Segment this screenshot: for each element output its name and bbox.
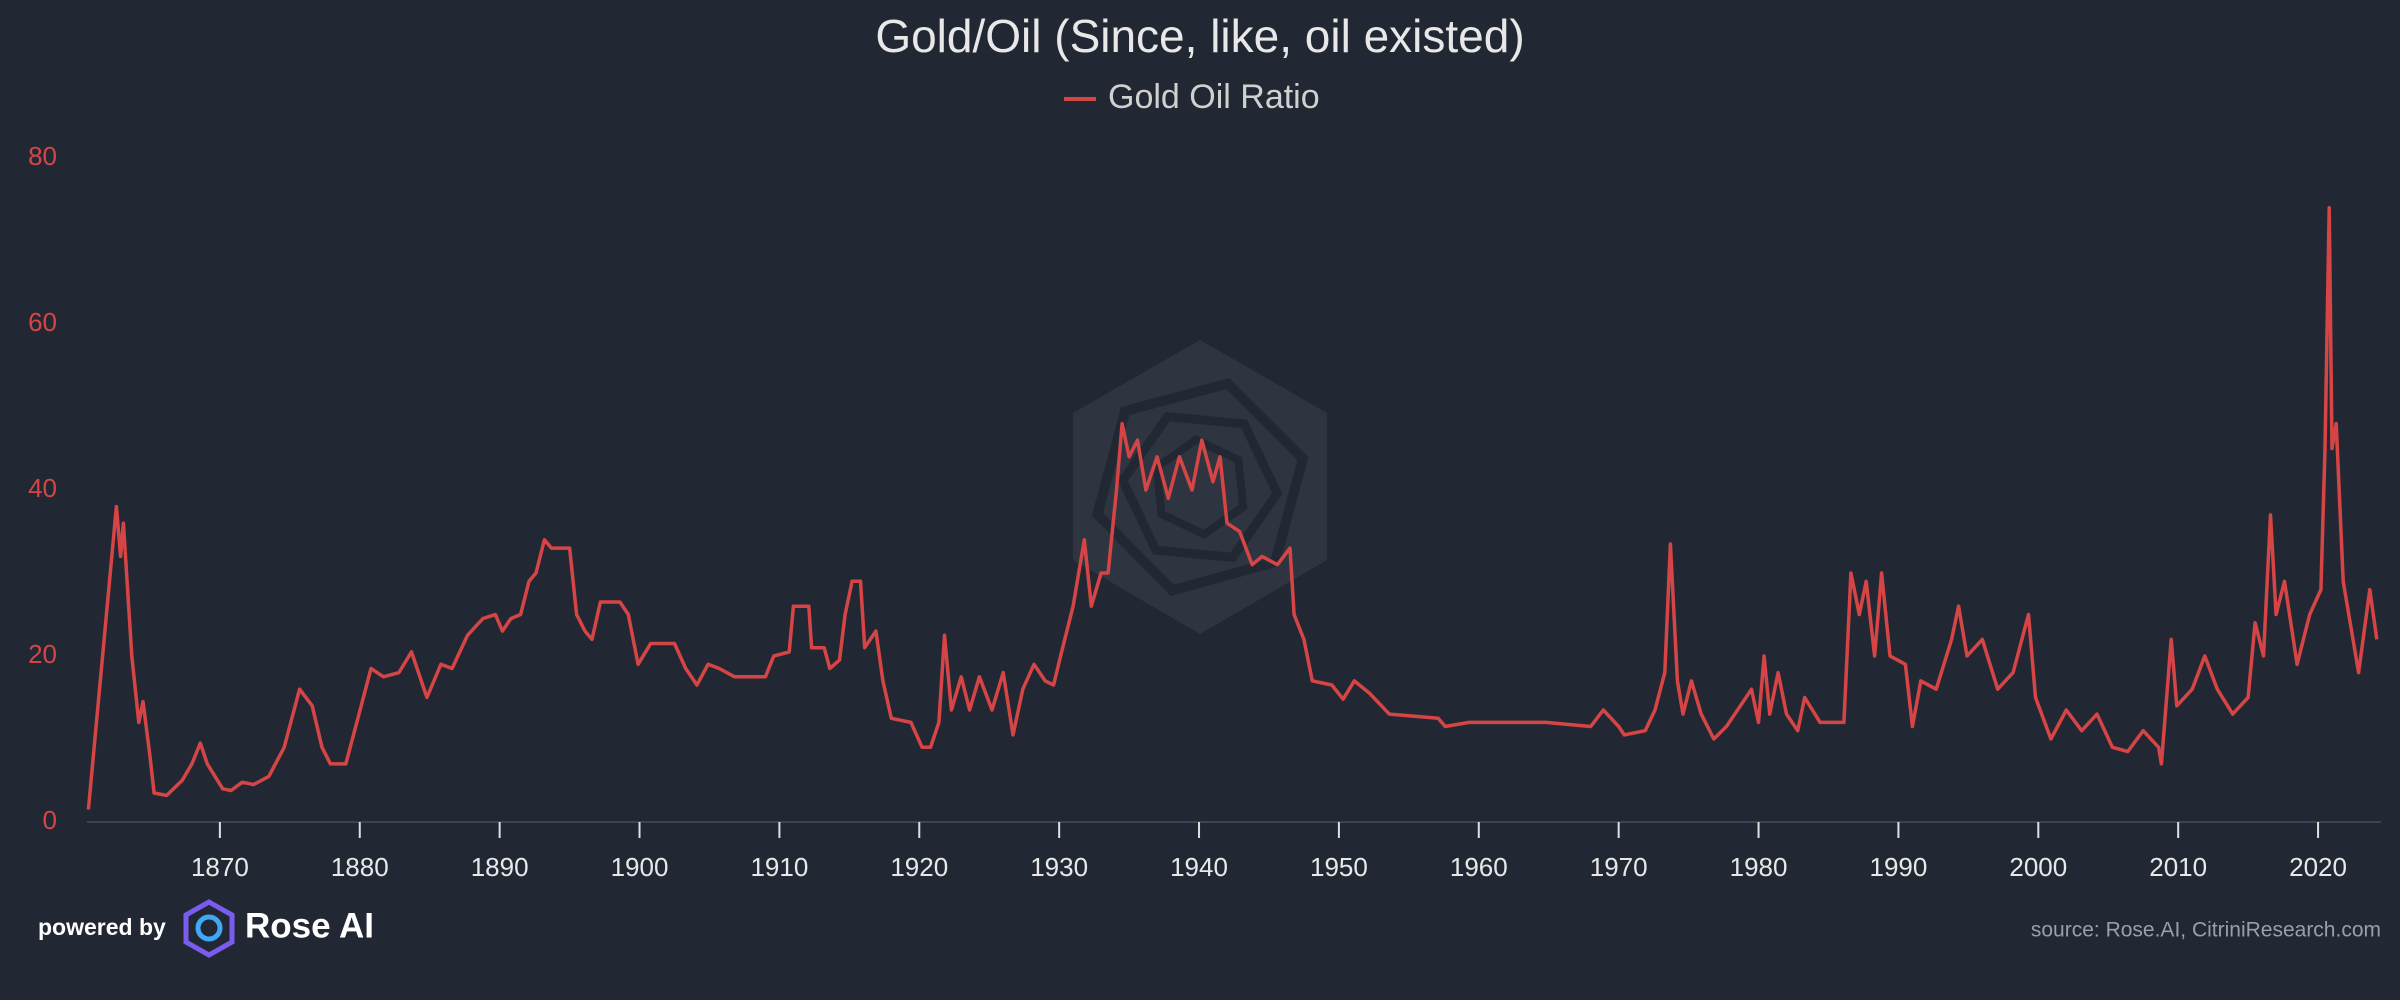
watermark-ring (1091, 378, 1309, 596)
watermark (1073, 340, 1327, 634)
x-tick-label: 1960 (1450, 852, 1508, 882)
logo-ring (195, 914, 223, 942)
legend-label: Gold Oil Ratio (1108, 78, 1320, 116)
watermark-ring (1117, 411, 1283, 563)
x-tick-label: 2000 (2009, 852, 2067, 882)
x-tick-label: 1930 (1030, 852, 1088, 882)
y-tick-label: 0 (43, 805, 57, 835)
x-tick-label: 1950 (1310, 852, 1368, 882)
x-tick-label: 1920 (890, 852, 948, 882)
chart-title: Gold/Oil (Since, like, oil existed) (875, 10, 1524, 62)
x-tick-label: 1980 (1730, 852, 1788, 882)
x-tick-label: 1870 (191, 852, 249, 882)
y-tick-label: 60 (28, 307, 57, 337)
x-tick-label: 1900 (611, 852, 669, 882)
y-tick-label: 20 (28, 639, 57, 669)
logo-hexagon (183, 899, 235, 958)
x-tick-label: 2010 (2149, 852, 2207, 882)
x-tick-label: 2020 (2289, 852, 2347, 882)
brand-logo (183, 899, 235, 958)
x-tick-label: 1970 (1590, 852, 1648, 882)
x-tick-label: 1880 (331, 852, 389, 882)
watermark-ring (1152, 435, 1248, 539)
series-line (86, 206, 2379, 810)
brand-prefix: powered by (38, 914, 166, 940)
y-tick-label: 80 (28, 141, 57, 171)
x-tick-label: 1940 (1170, 852, 1228, 882)
x-tick-label: 1990 (1869, 852, 1927, 882)
x-tick-label: 1910 (750, 852, 808, 882)
brand-name: Rose AI (245, 906, 374, 945)
y-tick-label: 40 (28, 473, 57, 503)
x-tick-label: 1890 (471, 852, 529, 882)
source: source: Rose.AI, CitriniResearch.com (2031, 919, 2381, 942)
